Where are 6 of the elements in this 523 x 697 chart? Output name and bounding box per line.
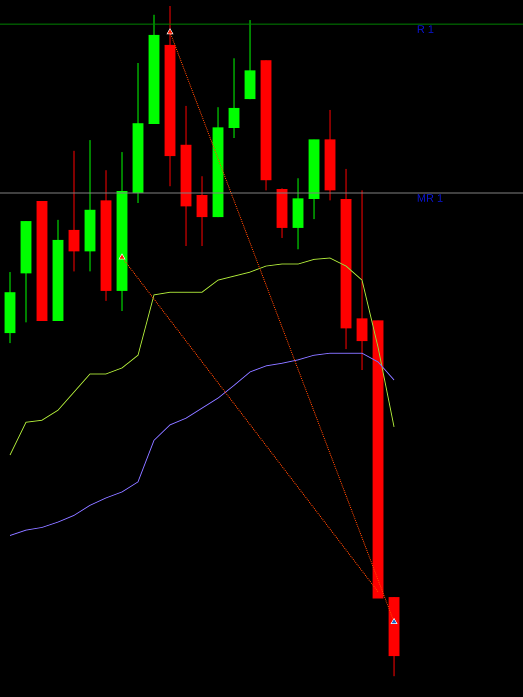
candlestick — [228, 58, 240, 139]
candlestick — [68, 150, 80, 272]
ref-line-label: MR 1 — [418, 194, 443, 202]
candlestick — [196, 176, 208, 246]
candlestick — [356, 190, 368, 370]
ref-line-label: R 1 — [418, 25, 434, 33]
